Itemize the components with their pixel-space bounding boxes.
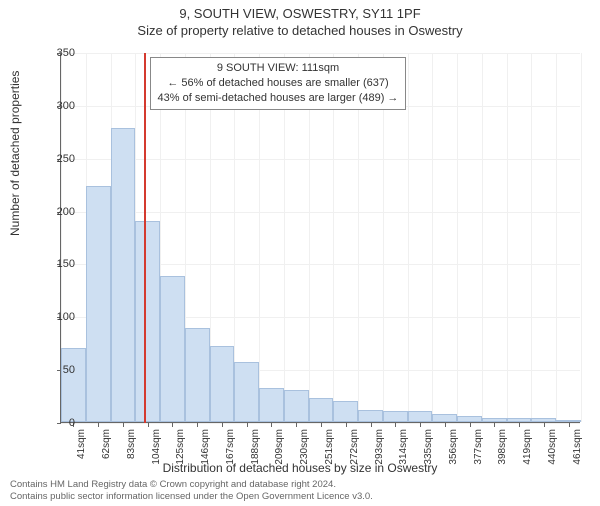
gridline-v [531, 53, 532, 422]
footer-line2: Contains public sector information licen… [10, 491, 373, 503]
xtick-label: 230sqm [299, 429, 310, 465]
gridline-v [556, 53, 557, 422]
xtick-mark [123, 423, 124, 427]
histogram-bar [383, 411, 408, 422]
xtick-label: 167sqm [225, 429, 236, 465]
xtick-mark [544, 423, 545, 427]
histogram-bar [234, 362, 259, 422]
histogram-bar [210, 346, 235, 422]
page-title-address: 9, SOUTH VIEW, OSWESTRY, SY11 1PF [0, 6, 600, 21]
xtick-mark [321, 423, 322, 427]
xtick-mark [296, 423, 297, 427]
annotation-line: 43% of semi-detached houses are larger (… [158, 91, 399, 106]
ytick-label: 150 [45, 258, 75, 270]
xtick-label: 83sqm [126, 429, 137, 459]
xtick-mark [519, 423, 520, 427]
xtick-mark [371, 423, 372, 427]
xtick-label: 251sqm [324, 429, 335, 465]
xtick-mark [346, 423, 347, 427]
xtick-label: 440sqm [547, 429, 558, 465]
reference-line [144, 53, 146, 423]
ytick-label: 250 [45, 153, 75, 165]
histogram-bar [333, 401, 358, 422]
gridline-v [457, 53, 458, 422]
histogram-bar [160, 276, 185, 422]
chart-area: 9 SOUTH VIEW: 111sqm← 56% of detached ho… [60, 53, 580, 423]
xtick-label: 293sqm [374, 429, 385, 465]
histogram-bar [507, 418, 532, 422]
xtick-mark [197, 423, 198, 427]
xtick-label: 104sqm [151, 429, 162, 465]
histogram-bar [358, 410, 383, 422]
gridline-v [581, 53, 582, 422]
xtick-label: 461sqm [572, 429, 583, 465]
histogram-bar [408, 411, 433, 422]
xtick-mark [148, 423, 149, 427]
xtick-mark [172, 423, 173, 427]
histogram-bar [482, 418, 507, 422]
ytick-label: 200 [45, 206, 75, 218]
xtick-mark [98, 423, 99, 427]
xtick-label: 125sqm [175, 429, 186, 465]
gridline-h [61, 159, 580, 160]
xtick-mark [271, 423, 272, 427]
histogram-bar [185, 328, 210, 422]
gridline-v [432, 53, 433, 422]
xtick-mark [470, 423, 471, 427]
xtick-label: 209sqm [274, 429, 285, 465]
xtick-mark [222, 423, 223, 427]
footer-line1: Contains HM Land Registry data © Crown c… [10, 479, 373, 491]
xtick-mark [494, 423, 495, 427]
xtick-label: 419sqm [522, 429, 533, 465]
ytick-label: 350 [45, 47, 75, 59]
footer-attribution: Contains HM Land Registry data © Crown c… [10, 479, 373, 503]
xtick-label: 377sqm [473, 429, 484, 465]
histogram-bar [556, 420, 581, 422]
xtick-label: 62sqm [101, 429, 112, 459]
xtick-mark [445, 423, 446, 427]
annotation-line: 9 SOUTH VIEW: 111sqm [158, 61, 399, 76]
xtick-mark [395, 423, 396, 427]
xtick-label: 272sqm [349, 429, 360, 465]
gridline-v [482, 53, 483, 422]
histogram-bar [61, 348, 86, 422]
annotation-line: ← 56% of detached houses are smaller (63… [158, 76, 399, 91]
annotation-box: 9 SOUTH VIEW: 111sqm← 56% of detached ho… [150, 57, 407, 110]
gridline-h [61, 212, 580, 213]
histogram-bar [111, 128, 136, 422]
ytick-label: 100 [45, 311, 75, 323]
gridline-h [61, 53, 580, 54]
page-title-subtitle: Size of property relative to detached ho… [0, 23, 600, 38]
xtick-mark [569, 423, 570, 427]
xtick-mark [420, 423, 421, 427]
xtick-label: 398sqm [497, 429, 508, 465]
histogram-bar [531, 418, 556, 422]
plot-region: 9 SOUTH VIEW: 111sqm← 56% of detached ho… [60, 53, 580, 423]
ytick-label: 300 [45, 100, 75, 112]
histogram-bar [432, 414, 457, 422]
xtick-label: 188sqm [250, 429, 261, 465]
histogram-bar [135, 221, 160, 422]
xtick-mark [247, 423, 248, 427]
xtick-label: 41sqm [76, 429, 87, 459]
histogram-bar [86, 186, 111, 422]
ytick-label: 50 [45, 364, 75, 376]
xtick-label: 146sqm [200, 429, 211, 465]
y-axis-label: Number of detached properties [8, 71, 22, 236]
xtick-label: 314sqm [398, 429, 409, 465]
histogram-bar [284, 390, 309, 422]
histogram-bar [259, 388, 284, 422]
xtick-label: 356sqm [448, 429, 459, 465]
ytick-label: 0 [45, 417, 75, 429]
xtick-label: 335sqm [423, 429, 434, 465]
gridline-v [507, 53, 508, 422]
gridline-v [408, 53, 409, 422]
histogram-bar [457, 416, 482, 422]
histogram-bar [309, 398, 334, 422]
